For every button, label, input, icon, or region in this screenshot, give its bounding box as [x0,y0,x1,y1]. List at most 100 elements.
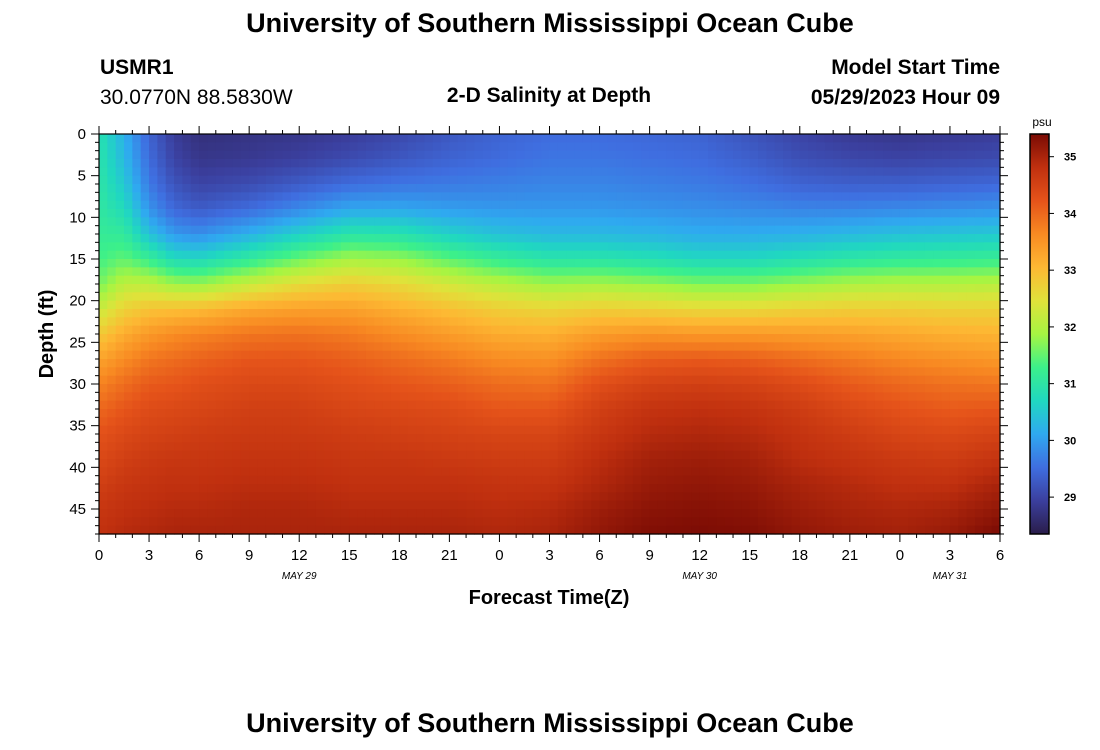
heatmap-cell [816,525,826,535]
heatmap-cell [749,425,759,435]
heatmap-cell [190,175,200,185]
heatmap-cell [641,292,651,302]
heatmap-cell [491,392,501,402]
heatmap-cell [107,484,117,493]
heatmap-cell [666,484,676,493]
heatmap-cell [399,492,409,502]
heatmap-cell [340,475,350,485]
heatmap-cell [833,192,843,202]
heatmap-cell [257,484,267,493]
heatmap-cell [607,309,617,318]
heatmap-cell [716,367,726,377]
heatmap-cell [691,450,701,460]
heatmap-cell [949,225,959,235]
heatmap-cell [716,309,726,318]
heatmap-cell [307,175,317,185]
heatmap-cell [124,275,133,285]
heatmap-cell [949,359,959,368]
heatmap-cell [382,509,392,518]
heatmap-cell [641,217,651,227]
heatmap-cell [908,350,918,360]
heatmap-cell [624,342,634,352]
heatmap-cell [674,192,684,202]
heatmap-cell [499,425,509,435]
heatmap-cell [457,167,467,177]
heatmap-cell [249,517,259,527]
heatmap-cell [365,267,375,277]
heatmap-cell [399,384,409,393]
heatmap-cell [674,525,684,535]
heatmap-cell [407,450,417,460]
heatmap-cell [499,492,509,502]
heatmap-cell [324,517,334,527]
heatmap-cell [599,209,609,218]
heatmap-cell [365,234,375,243]
heatmap-cell [941,284,951,293]
heatmap-cell [541,434,551,443]
heatmap-cell [566,467,576,477]
heatmap-cell [315,459,325,468]
heatmap-cell [733,525,742,535]
heatmap-cell [516,525,526,535]
heatmap-cell [416,342,425,352]
heatmap-cell [682,409,692,418]
heatmap-cell [474,525,484,535]
heatmap-cell [816,159,826,168]
heatmap-cell [582,325,592,335]
heatmap-cell [140,367,150,377]
heatmap-cell [449,409,459,418]
heatmap-cell [282,267,292,277]
heatmap-cell [407,150,417,160]
heatmap-cell [949,475,959,485]
heatmap-cell [457,342,467,352]
heatmap-cell [149,350,158,360]
heatmap-cell [599,367,609,377]
heatmap-cell [541,350,551,360]
heatmap-cell [124,475,133,485]
heatmap-cell [340,225,350,235]
heatmap-cell [491,442,501,452]
heatmap-cell [758,325,767,335]
heatmap-cell [766,334,776,343]
heatmap-cell [941,492,951,502]
heatmap-cell [941,325,951,335]
heatmap-cell [874,292,884,302]
heatmap-cell [916,442,926,452]
heatmap-cell [115,417,125,427]
heatmap-cell [132,459,142,468]
heatmap-cell [708,509,717,518]
heatmap-cell [357,175,367,185]
heatmap-cell [491,467,501,477]
heatmap-cell [632,434,642,443]
heatmap-cell [99,275,108,285]
heatmap-cell [574,242,584,252]
heatmap-cell [107,467,117,477]
heatmap-cell [265,175,275,185]
heatmap-cell [791,442,801,452]
heatmap-cell [891,309,901,318]
heatmap-cell [424,367,434,377]
heatmap-cell [182,217,192,227]
heatmap-cell [299,425,309,435]
heatmap-cell [365,442,375,452]
heatmap-cell [591,250,601,260]
heatmap-cell [165,225,175,235]
heatmap-cell [958,150,968,160]
heatmap-cell [949,409,959,418]
heatmap-cell [557,484,567,493]
heatmap-cell [232,484,242,493]
heatmap-cell [240,242,250,252]
heatmap-cell [682,375,692,385]
heatmap-cell [624,434,634,443]
heatmap-cell [908,134,918,143]
heatmap-cell [390,300,400,310]
heatmap-cell [232,475,242,485]
heatmap-cell [374,317,384,327]
heatmap-cell [149,142,158,152]
heatmap-cell [841,492,851,502]
heatmap-cell [240,225,250,235]
heatmap-cell [666,167,676,177]
heatmap-cell [474,292,484,302]
heatmap-cell [324,192,334,202]
heatmap-cell [457,459,467,468]
